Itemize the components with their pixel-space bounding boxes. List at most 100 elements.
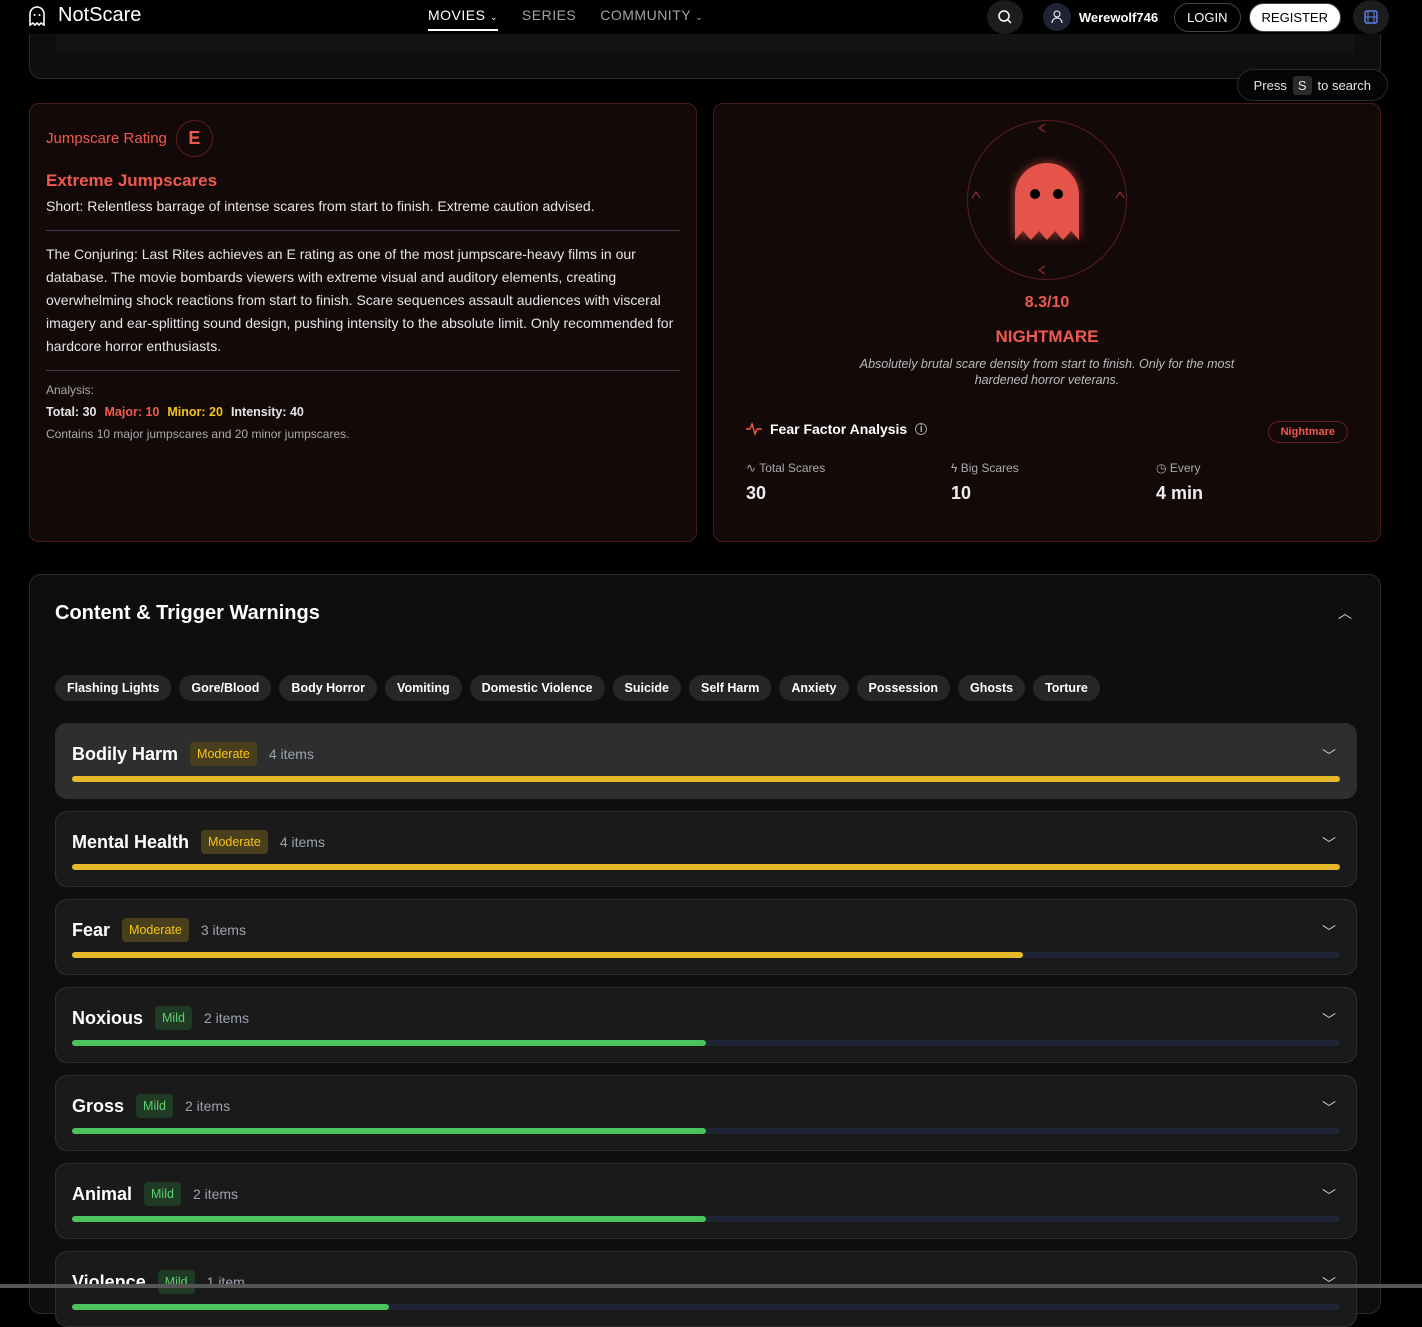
warning-tag[interactable]: Gore/Blood xyxy=(179,675,272,701)
register-button[interactable]: REGISTER xyxy=(1248,2,1341,32)
item-count: 2 items xyxy=(184,1098,231,1114)
warning-tag[interactable]: Anxiety xyxy=(779,675,849,701)
warning-category[interactable]: Noxious Mild 2 items ﹀ xyxy=(55,987,1357,1063)
chevron-down-icon[interactable]: ﹀ xyxy=(1322,924,1336,940)
severity-track xyxy=(72,1304,1340,1310)
intensity-stat: Intensity: 40 xyxy=(230,405,304,419)
fear-tagline: Absolutely brutal scare density from sta… xyxy=(859,357,1235,387)
jumpscare-short: Short: Relentless barrage of intense sca… xyxy=(46,198,595,214)
clock-icon: ◷ xyxy=(1156,461,1167,475)
horizontal-scrollbar[interactable] xyxy=(0,1284,1422,1288)
search-icon xyxy=(998,10,1012,24)
category-name: Fear xyxy=(72,919,111,940)
category-name: Violence xyxy=(72,1271,146,1292)
stat-value: 10 xyxy=(951,483,972,503)
top-nav: NotScare MOVIES ⌄ SERIES COMMUNITY ⌄ Wer… xyxy=(0,0,1422,34)
jumpscare-grade: E xyxy=(175,120,213,157)
severity-fill xyxy=(72,952,1023,958)
user-icon xyxy=(1042,3,1071,31)
severity-fill xyxy=(72,776,1340,782)
chevron-down-icon[interactable]: ﹀ xyxy=(1322,836,1336,852)
warning-tag[interactable]: Body Horror xyxy=(279,675,378,701)
hint-key: S xyxy=(1292,75,1312,95)
severity-fill xyxy=(72,1216,706,1222)
warning-tag[interactable]: Suicide xyxy=(612,675,681,701)
warning-category[interactable]: Animal Mild 2 items ﹀ xyxy=(55,1163,1357,1239)
chevron-down-icon[interactable]: ﹀ xyxy=(1322,748,1336,764)
brand-name: NotScare xyxy=(58,4,142,26)
chevron-down-icon[interactable]: ﹀ xyxy=(1322,1012,1336,1028)
fear-meter xyxy=(967,120,1127,280)
warning-category[interactable]: Bodily Harm Moderate 4 items ﹀ xyxy=(55,723,1357,799)
jumpscare-card: Jumpscare Rating E Extreme Jumpscares Sho… xyxy=(29,103,697,542)
warning-tag[interactable]: Self Harm xyxy=(689,675,772,701)
severity-track xyxy=(72,1040,1340,1046)
stat-label: Every xyxy=(1169,461,1201,475)
film-button[interactable] xyxy=(1353,0,1389,34)
nav-series[interactable]: SERIES xyxy=(521,7,577,23)
jumpscare-title: Extreme Jumpscares xyxy=(46,171,218,190)
warning-tag[interactable]: Possession xyxy=(856,675,950,701)
hint-press: Press xyxy=(1253,77,1287,93)
activity-icon: ∿ xyxy=(746,461,757,475)
username: Werewolf746 xyxy=(1078,9,1159,25)
warning-tag[interactable]: Ghosts xyxy=(958,675,1026,701)
severity-fill xyxy=(72,1040,706,1046)
warnings-title: Content & Trigger Warnings xyxy=(55,602,320,624)
chevron-up-icon[interactable]: ︿ xyxy=(1338,605,1352,621)
stat-big-scares: ϟ Big Scares 10 xyxy=(951,461,1156,504)
zap-icon: ϟ xyxy=(951,461,958,475)
item-count: 4 items xyxy=(268,746,314,762)
severity-badge: Mild xyxy=(136,1094,173,1118)
jumpscare-summary: Contains 10 major jumpscares and 20 mino… xyxy=(46,427,350,441)
top-panel xyxy=(29,34,1381,79)
severity-badge: Mild xyxy=(157,1270,195,1294)
fear-analysis-title: Fear Factor Analysis xyxy=(770,421,908,437)
stat-frequency: ◷ Every 4 min xyxy=(1156,461,1361,504)
fear-level: NIGHTMARE xyxy=(995,327,1099,346)
severity-track xyxy=(72,864,1340,870)
category-name: Noxious xyxy=(72,1007,144,1028)
severity-track xyxy=(72,1128,1340,1134)
stat-value: 4 min xyxy=(1156,483,1204,503)
ghost-icon xyxy=(29,5,45,26)
severity-badge: Mild xyxy=(144,1182,181,1206)
item-count: 4 items xyxy=(279,834,325,850)
warning-category[interactable]: Gross Mild 2 items ﹀ xyxy=(55,1075,1357,1151)
warning-tag[interactable]: Flashing Lights xyxy=(55,675,172,701)
nav-community[interactable]: COMMUNITY ⌄ xyxy=(600,7,703,31)
nav-movies-label: MOVIES xyxy=(428,7,486,23)
severity-track xyxy=(72,776,1340,782)
warning-category[interactable]: Fear Moderate 3 items ﹀ xyxy=(55,899,1357,975)
login-button[interactable]: LOGIN xyxy=(1174,2,1241,32)
warning-category[interactable]: Mental Health Moderate 4 items ﹀ xyxy=(55,811,1357,887)
category-name: Bodily Harm xyxy=(72,743,179,764)
warning-tag[interactable]: Torture xyxy=(1033,675,1100,701)
content-warnings-section: Content & Trigger Warnings ︿ Flashing Li… xyxy=(29,574,1381,1327)
chevron-down-icon[interactable]: ﹀ xyxy=(1322,1100,1336,1116)
severity-track xyxy=(72,952,1340,958)
chevron-down-icon[interactable]: ﹀ xyxy=(1322,1188,1336,1204)
warning-tag[interactable]: Domestic Violence xyxy=(469,675,605,701)
nav-movies[interactable]: MOVIES ⌄ xyxy=(428,7,498,31)
warning-tag[interactable]: Vomiting xyxy=(385,675,462,701)
stat-total-scares: ∿ Total Scares 30 xyxy=(746,461,951,504)
film-icon xyxy=(1364,10,1378,24)
activity-icon xyxy=(746,422,762,436)
search-button[interactable] xyxy=(986,0,1023,34)
minor-stat: Minor: 20 xyxy=(167,405,223,419)
analysis-label: Analysis: xyxy=(46,383,95,397)
nightmare-badge: Nightmare xyxy=(1267,421,1348,443)
severity-fill xyxy=(72,1128,706,1134)
jumpscare-description: The Conjuring: Last Rites achieves an E … xyxy=(46,246,674,354)
category-name: Mental Health xyxy=(72,831,190,852)
brand-logo[interactable]: NotScare xyxy=(28,4,141,27)
ghost-icon xyxy=(971,123,1125,275)
info-icon[interactable]: i xyxy=(915,423,928,435)
major-stat: Major: 10 xyxy=(104,405,160,419)
fear-score: 8.3/10 xyxy=(1024,294,1070,311)
stat-label: Big Scares xyxy=(960,461,1019,475)
user-menu[interactable]: Werewolf746 xyxy=(1042,3,1159,31)
